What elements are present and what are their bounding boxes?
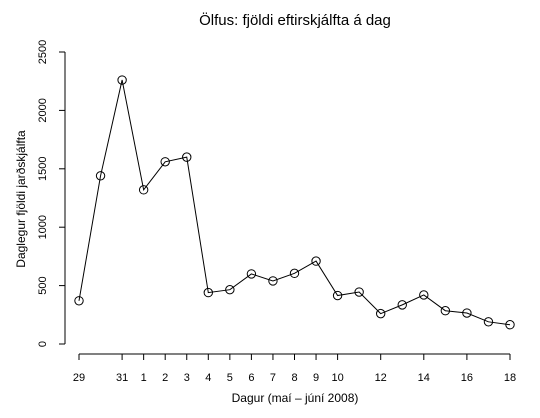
data-point [332,290,343,301]
data-point [419,290,429,300]
x-tick-label: 4 [205,372,211,384]
data-point [397,300,407,310]
data-point [182,152,192,162]
x-tick-label: 3 [184,372,190,384]
data-point [117,75,127,85]
y-tick-label: 2000 [37,98,49,122]
data-point [74,296,84,306]
series-line [78,79,511,326]
data-point [268,276,278,286]
y-tick-label: 2500 [37,40,49,64]
y-tick-label: 500 [37,276,49,294]
x-tick-label: 18 [504,372,516,384]
x-tick-label: 9 [313,372,319,384]
chart-title: Ölfus: fjöldi eftirskjálfta á dag [199,11,391,29]
data-point [246,269,257,279]
y-tick-label: 0 [37,341,49,347]
data-point [483,317,494,327]
x-tick-label: 10 [331,372,343,384]
x-ticks: 29 31 1 2 3 4 5 6 7 8 9 10 12 14 16 18 [73,354,516,384]
x-axis-title: Dagur (maí – júní 2008) [232,391,359,405]
x-tick-label: 2 [162,372,168,384]
y-tick-label: 1500 [37,157,49,181]
data-point [225,284,235,295]
x-tick-label: 1 [141,372,147,384]
y-ticks: 0 500 1000 1500 2000 2500 [37,40,65,347]
data-point [138,185,149,195]
data-point [311,256,321,266]
x-tick-label: 12 [375,372,387,384]
x-tick-label: 14 [418,372,430,384]
x-tick-label: 7 [270,372,276,384]
data-point [376,308,386,319]
x-tick-label: 31 [116,372,128,384]
data-points [74,75,515,330]
data-point [95,171,106,181]
x-tick-label: 29 [73,372,85,384]
x-tick-label: 6 [248,372,254,384]
y-tick-label: 1000 [37,215,49,239]
data-point [354,287,364,297]
data-point [462,308,472,318]
data-point [160,157,170,167]
x-tick-label: 8 [291,372,297,384]
x-tick-label: 5 [227,372,233,384]
data-point [505,320,515,330]
data-point [289,268,300,279]
data-point [203,287,214,298]
x-tick-label: 16 [461,372,473,384]
data-point [440,306,451,316]
y-axis-title: Daglegur fjöldi jarðskjálfta [14,130,28,268]
